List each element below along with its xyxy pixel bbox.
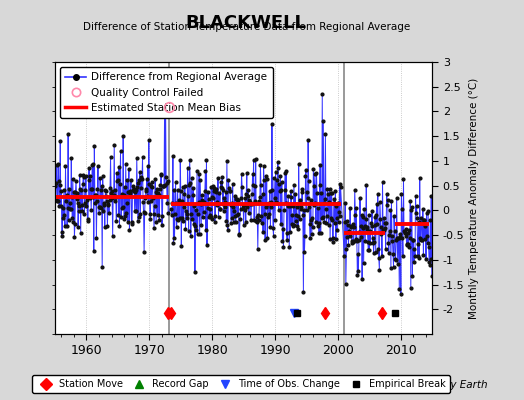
Legend: Station Move, Record Gap, Time of Obs. Change, Empirical Break: Station Move, Record Gap, Time of Obs. C… — [32, 375, 450, 393]
Text: Berkeley Earth: Berkeley Earth — [411, 380, 487, 390]
Legend: Difference from Regional Average, Quality Control Failed, Estimated Station Mean: Difference from Regional Average, Qualit… — [60, 67, 272, 118]
Text: Difference of Station Temperature Data from Regional Average: Difference of Station Temperature Data f… — [83, 22, 410, 32]
Text: BLACKWELL: BLACKWELL — [186, 14, 307, 32]
Y-axis label: Monthly Temperature Anomaly Difference (°C): Monthly Temperature Anomaly Difference (… — [468, 77, 478, 319]
